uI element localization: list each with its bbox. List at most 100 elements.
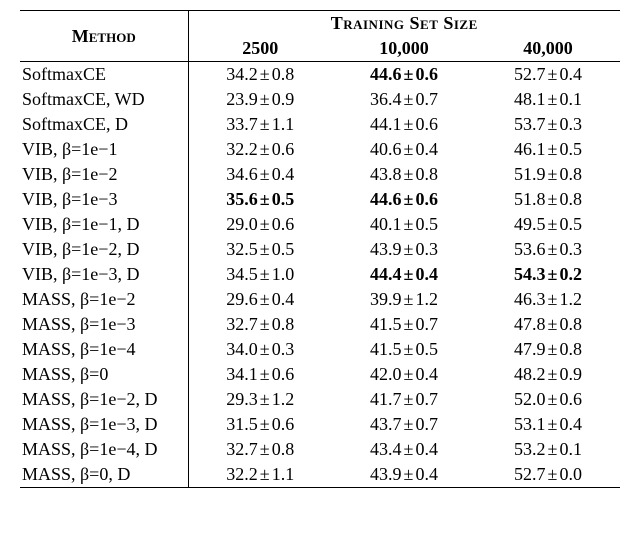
header-size-10000: 10,000 <box>332 36 476 62</box>
err-value: 0.6 <box>272 139 295 159</box>
table-row: MASS, β=1e−2, D29.3±1.241.7±0.752.0±0.6 <box>20 387 620 412</box>
mean-value: 44.1 <box>370 114 402 134</box>
mean-value: 52.7 <box>514 64 546 84</box>
table-row: SoftmaxCE34.2±0.844.6±0.652.7±0.4 <box>20 62 620 88</box>
err-value: 0.4 <box>272 289 295 309</box>
mean-value: 41.5 <box>370 314 402 334</box>
err-value: 0.8 <box>272 314 295 334</box>
err-value: 1.1 <box>272 464 295 484</box>
mean-value: 40.6 <box>370 139 402 159</box>
value-cell: 48.2±0.9 <box>476 362 620 387</box>
plus-minus-symbol: ± <box>258 189 272 209</box>
value-cell: 32.2±0.6 <box>188 137 332 162</box>
err-value: 0.4 <box>415 139 438 159</box>
plus-minus-symbol: ± <box>546 164 560 184</box>
err-value: 0.7 <box>415 314 438 334</box>
plus-minus-symbol: ± <box>402 189 416 209</box>
method-cell: MASS, β=1e−2 <box>20 287 188 312</box>
plus-minus-symbol: ± <box>546 339 560 359</box>
plus-minus-symbol: ± <box>546 89 560 109</box>
value-cell: 44.1±0.6 <box>332 112 476 137</box>
err-value: 0.6 <box>272 414 295 434</box>
method-cell: SoftmaxCE <box>20 62 188 88</box>
err-value: 0.3 <box>559 239 582 259</box>
value-cell: 41.7±0.7 <box>332 387 476 412</box>
method-cell: MASS, β=1e−3 <box>20 312 188 337</box>
plus-minus-symbol: ± <box>546 64 560 84</box>
mean-value: 47.9 <box>514 339 546 359</box>
mean-value: 51.8 <box>514 189 546 209</box>
err-value: 0.1 <box>559 439 582 459</box>
value-cell: 35.6±0.5 <box>188 187 332 212</box>
mean-value: 53.2 <box>514 439 546 459</box>
err-value: 0.6 <box>415 189 438 209</box>
header-size-2500: 2500 <box>188 36 332 62</box>
header-training-set-size: Training Set Size <box>188 11 620 37</box>
mean-value: 32.2 <box>226 464 258 484</box>
plus-minus-symbol: ± <box>258 239 272 259</box>
table-row: MASS, β=034.1±0.642.0±0.448.2±0.9 <box>20 362 620 387</box>
err-value: 0.6 <box>272 214 295 234</box>
mean-value: 32.7 <box>226 439 258 459</box>
method-cell: VIB, β=1e−1, D <box>20 212 188 237</box>
err-value: 0.5 <box>415 339 438 359</box>
err-value: 0.4 <box>415 364 438 384</box>
mean-value: 44.6 <box>370 189 402 209</box>
results-table: Method Training Set Size 2500 10,000 40,… <box>20 10 620 488</box>
method-cell: VIB, β=1e−3, D <box>20 262 188 287</box>
value-cell: 34.5±1.0 <box>188 262 332 287</box>
mean-value: 32.7 <box>226 314 258 334</box>
err-value: 0.5 <box>559 139 582 159</box>
table-row: VIB, β=1e−335.6±0.544.6±0.651.8±0.8 <box>20 187 620 212</box>
mean-value: 23.9 <box>226 89 258 109</box>
plus-minus-symbol: ± <box>546 414 560 434</box>
err-value: 0.8 <box>272 439 295 459</box>
mean-value: 43.9 <box>370 464 402 484</box>
value-cell: 34.1±0.6 <box>188 362 332 387</box>
mean-value: 32.5 <box>226 239 258 259</box>
table-row: SoftmaxCE, D33.7±1.144.1±0.653.7±0.3 <box>20 112 620 137</box>
err-value: 0.5 <box>272 189 295 209</box>
value-cell: 41.5±0.7 <box>332 312 476 337</box>
value-cell: 41.5±0.5 <box>332 337 476 362</box>
mean-value: 35.6 <box>226 189 258 209</box>
value-cell: 33.7±1.1 <box>188 112 332 137</box>
err-value: 0.5 <box>272 239 295 259</box>
plus-minus-symbol: ± <box>402 464 416 484</box>
err-value: 0.4 <box>415 464 438 484</box>
plus-minus-symbol: ± <box>258 314 272 334</box>
plus-minus-symbol: ± <box>258 64 272 84</box>
value-cell: 49.5±0.5 <box>476 212 620 237</box>
plus-minus-symbol: ± <box>258 289 272 309</box>
value-cell: 54.3±0.2 <box>476 262 620 287</box>
plus-minus-symbol: ± <box>402 289 416 309</box>
value-cell: 44.6±0.6 <box>332 62 476 88</box>
plus-minus-symbol: ± <box>402 64 416 84</box>
plus-minus-symbol: ± <box>546 314 560 334</box>
plus-minus-symbol: ± <box>258 389 272 409</box>
mean-value: 29.3 <box>226 389 258 409</box>
err-value: 0.9 <box>272 89 295 109</box>
err-value: 0.0 <box>559 464 582 484</box>
mean-value: 42.0 <box>370 364 402 384</box>
value-cell: 53.6±0.3 <box>476 237 620 262</box>
plus-minus-symbol: ± <box>546 239 560 259</box>
value-cell: 48.1±0.1 <box>476 87 620 112</box>
value-cell: 53.1±0.4 <box>476 412 620 437</box>
plus-minus-symbol: ± <box>402 264 416 284</box>
err-value: 0.6 <box>415 64 438 84</box>
value-cell: 39.9±1.2 <box>332 287 476 312</box>
table-row: VIB, β=1e−132.2±0.640.6±0.446.1±0.5 <box>20 137 620 162</box>
err-value: 0.4 <box>415 439 438 459</box>
err-value: 0.8 <box>272 64 295 84</box>
err-value: 0.8 <box>559 314 582 334</box>
mean-value: 34.1 <box>226 364 258 384</box>
err-value: 0.6 <box>559 389 582 409</box>
plus-minus-symbol: ± <box>258 164 272 184</box>
value-cell: 43.8±0.8 <box>332 162 476 187</box>
err-value: 1.2 <box>415 289 438 309</box>
plus-minus-symbol: ± <box>546 389 560 409</box>
mean-value: 43.7 <box>370 414 402 434</box>
method-cell: VIB, β=1e−2, D <box>20 237 188 262</box>
value-cell: 32.5±0.5 <box>188 237 332 262</box>
